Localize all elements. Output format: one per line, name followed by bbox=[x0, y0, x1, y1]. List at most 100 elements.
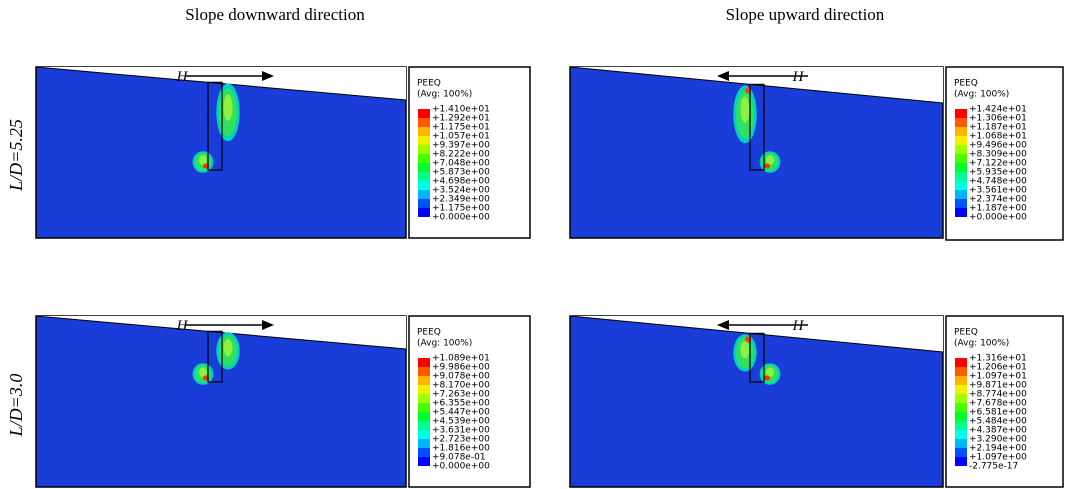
legend-swatch bbox=[955, 394, 967, 403]
legend-label: +1.068e+01 bbox=[969, 132, 1027, 142]
legend-label: +1.097e+00 bbox=[969, 453, 1027, 463]
legend-label: -2.775e-17 bbox=[969, 462, 1018, 472]
legend-label: +4.539e+00 bbox=[432, 417, 490, 427]
legend-title: PEEQ bbox=[954, 79, 978, 89]
row-label: L/D=5.25 bbox=[6, 119, 26, 192]
legend-swatch bbox=[418, 376, 430, 385]
legend-swatch bbox=[955, 109, 967, 118]
legend-label: +6.355e+00 bbox=[432, 399, 490, 409]
legend-swatch bbox=[955, 199, 967, 208]
legend-swatch bbox=[418, 127, 430, 136]
legend-label: +1.175e+01 bbox=[432, 123, 490, 133]
legend-swatch bbox=[955, 127, 967, 136]
force-label: H bbox=[792, 318, 805, 334]
legend-subtitle: (Avg: 100%) bbox=[954, 90, 1009, 100]
legend-label: +1.316e+01 bbox=[969, 354, 1027, 364]
contour bbox=[199, 367, 207, 378]
legend-swatch bbox=[955, 448, 967, 457]
legend-swatch bbox=[955, 181, 967, 190]
legend-swatch bbox=[418, 448, 430, 457]
legend-label: +1.187e+01 bbox=[969, 123, 1027, 133]
legend-label: +1.057e+01 bbox=[432, 132, 490, 142]
legend-label: +7.263e+00 bbox=[432, 390, 490, 400]
legend-swatch bbox=[418, 439, 430, 448]
arrow-head bbox=[717, 320, 729, 330]
legend-swatch bbox=[955, 421, 967, 430]
column-heading: Slope downward direction bbox=[185, 5, 365, 24]
legend-label: +2.723e+00 bbox=[432, 435, 490, 445]
legend-swatch bbox=[955, 385, 967, 394]
legend-swatch bbox=[955, 358, 967, 367]
legend-subtitle: (Avg: 100%) bbox=[417, 90, 472, 100]
legend-label: +3.524e+00 bbox=[432, 186, 490, 196]
legend-label: +9.986e+00 bbox=[432, 363, 490, 373]
legend-swatch bbox=[418, 145, 430, 154]
slope-surface bbox=[35, 315, 407, 350]
legend-swatch bbox=[955, 118, 967, 127]
pile bbox=[749, 83, 765, 171]
contour-peak bbox=[764, 375, 770, 381]
force-label: H bbox=[792, 69, 805, 85]
pile bbox=[207, 330, 223, 383]
legend-swatch bbox=[418, 367, 430, 376]
legend-label: +8.774e+00 bbox=[969, 390, 1027, 400]
legend-swatch bbox=[418, 109, 430, 118]
legend-swatch bbox=[418, 457, 430, 466]
arrow-head bbox=[262, 320, 274, 330]
legend-label: +1.175e+00 bbox=[432, 204, 490, 214]
legend-label: +3.561e+00 bbox=[969, 186, 1027, 196]
legend-title: PEEQ bbox=[417, 328, 441, 338]
legend-label: +1.206e+01 bbox=[969, 363, 1027, 373]
legend-label: +2.374e+00 bbox=[969, 195, 1027, 205]
legend-label: +1.097e+01 bbox=[969, 372, 1027, 382]
legend-label: +8.222e+00 bbox=[432, 150, 490, 160]
legend-label: +5.447e+00 bbox=[432, 408, 490, 418]
legend-swatch bbox=[418, 118, 430, 127]
legend-label: +6.581e+00 bbox=[969, 408, 1027, 418]
legend-subtitle: (Avg: 100%) bbox=[954, 339, 1009, 349]
legend-swatch bbox=[955, 376, 967, 385]
legend-swatch bbox=[955, 439, 967, 448]
row-label: L/D=3.0 bbox=[6, 374, 26, 438]
legend-label: +1.306e+01 bbox=[969, 114, 1027, 124]
legend-label: +2.194e+00 bbox=[969, 444, 1027, 454]
contour bbox=[740, 96, 750, 123]
legend-swatch bbox=[418, 430, 430, 439]
legend-swatch bbox=[418, 154, 430, 163]
slope-surface bbox=[569, 315, 944, 353]
legend-subtitle: (Avg: 100%) bbox=[417, 339, 472, 349]
pile bbox=[207, 81, 223, 171]
legend-swatch bbox=[955, 367, 967, 376]
legend-label: +0.000e+00 bbox=[432, 213, 490, 223]
legend-label: +3.290e+00 bbox=[969, 435, 1027, 445]
legend-swatch bbox=[955, 136, 967, 145]
force-label: H bbox=[176, 69, 189, 85]
contour bbox=[766, 155, 774, 166]
legend-swatch bbox=[955, 190, 967, 199]
legend-swatch bbox=[418, 136, 430, 145]
legend-label: +4.698e+00 bbox=[432, 177, 490, 187]
legend-label: +7.122e+00 bbox=[969, 159, 1027, 169]
legend-swatch bbox=[418, 385, 430, 394]
legend-label: +7.048e+00 bbox=[432, 159, 490, 169]
legend-label: +4.387e+00 bbox=[969, 426, 1027, 436]
column-heading: Slope upward direction bbox=[726, 5, 885, 24]
arrow-head bbox=[262, 71, 274, 81]
force-label: H bbox=[176, 318, 189, 334]
legend-label: +1.292e+01 bbox=[432, 114, 490, 124]
legend-label: +4.748e+00 bbox=[969, 177, 1027, 187]
legend-swatch bbox=[418, 421, 430, 430]
legend-swatch bbox=[955, 412, 967, 421]
legend-label: +9.078e-01 bbox=[432, 453, 486, 463]
slope-surface bbox=[35, 66, 407, 101]
legend-swatch bbox=[418, 403, 430, 412]
legend-swatch bbox=[418, 181, 430, 190]
legend-swatch bbox=[418, 199, 430, 208]
legend-label: +5.935e+00 bbox=[969, 168, 1027, 178]
contour bbox=[740, 341, 750, 359]
legend-label: +7.678e+00 bbox=[969, 399, 1027, 409]
legend-label: +1.816e+00 bbox=[432, 444, 490, 454]
contour bbox=[223, 339, 233, 357]
arrow-head bbox=[717, 71, 729, 81]
